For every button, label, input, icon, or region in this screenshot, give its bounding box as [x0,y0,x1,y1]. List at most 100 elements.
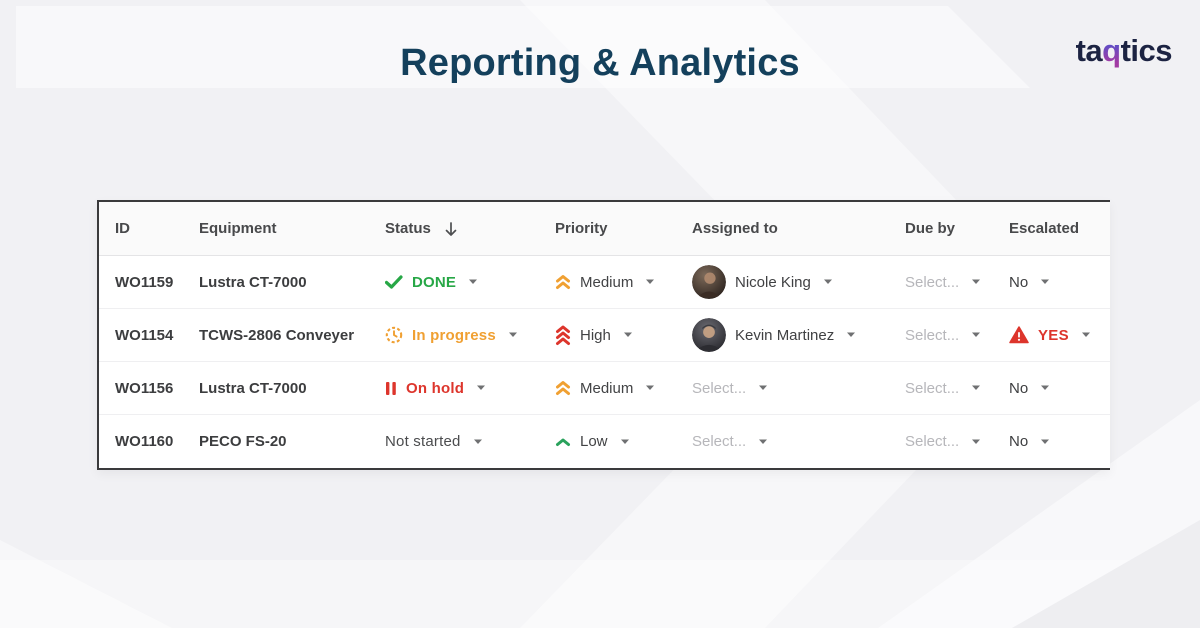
clock-icon [385,326,403,344]
assignee-dropdown[interactable]: Kevin Martinez [692,318,905,352]
table-row: WO1156 Lustra CT-7000 On hold Medium Sel… [99,362,1110,415]
page-title: Reporting & Analytics [400,42,800,84]
col-header-status[interactable]: Status [385,220,555,237]
table-header: ID Equipment Status Priority Assigned to… [99,202,1110,256]
col-header-label: Due by [905,220,956,237]
assignee-name: Nicole King [735,273,811,291]
cell-equipment: Lustra CT-7000 [199,379,307,397]
escalated-value: YES [1038,326,1069,344]
escalated-value: No [1009,273,1029,291]
col-header-priority[interactable]: Priority [555,220,692,237]
chevron-down-icon [620,439,629,444]
table-row: WO1160 PECO FS-20 Not started Low Select… [99,415,1110,468]
warning-icon [1009,326,1029,344]
chevron-down-icon [1041,279,1050,284]
logo-q-glyph: q [1102,33,1121,68]
col-header-id[interactable]: ID [115,220,199,237]
col-header-label: ID [115,220,130,237]
chevron-down-icon [847,332,856,337]
priority-dropdown[interactable]: High [555,325,692,346]
col-header-label: Status [385,220,431,237]
priority-dropdown[interactable]: Medium [555,380,692,397]
escalated-dropdown[interactable]: No [1009,433,1110,450]
table-row: WO1159 Lustra CT-7000 DONE Medium Nicole… [99,256,1110,309]
due-by-placeholder: Select... [905,433,960,450]
status-label: Not started [385,433,461,450]
escalated-dropdown[interactable]: No [1009,380,1110,397]
cell-id: WO1159 [115,273,174,291]
chevron-down-icon [759,439,768,444]
work-orders-table: ID Equipment Status Priority Assigned to… [97,200,1110,470]
priority-label: Medium [580,379,634,397]
col-header-label: Escalated [1009,220,1080,237]
cell-equipment: Lustra CT-7000 [199,273,307,291]
status-label: DONE [412,273,457,291]
due-by-dropdown[interactable]: Select... [905,433,1009,450]
escalated-dropdown[interactable]: YES [1009,326,1110,344]
chevron-down-icon [473,439,482,444]
pause-icon [386,381,396,395]
cell-id: WO1156 [115,379,174,397]
logo-text-post: tics [1120,33,1173,68]
due-by-dropdown[interactable]: Select... [905,274,1009,291]
priority-label: Medium [580,273,634,291]
cell-id: WO1160 [115,433,174,450]
assignee-placeholder: Select... [692,379,747,397]
assignee-dropdown[interactable]: Select... [692,433,905,450]
due-by-dropdown[interactable]: Select... [905,327,1009,344]
col-header-label: Priority [555,220,608,237]
priority-dropdown[interactable]: Low [555,433,692,450]
col-header-label: Equipment [199,220,277,237]
status-dropdown[interactable]: Not started [385,433,555,450]
priority-dropdown[interactable]: Medium [555,274,692,291]
taqtics-logo: taqtics [1075,33,1173,69]
priority-label: Low [580,433,608,450]
status-label: On hold [406,379,465,397]
chevron-down-icon [477,385,486,390]
due-by-dropdown[interactable]: Select... [905,380,1009,397]
priority-label: High [580,326,611,344]
cell-id: WO1154 [115,326,174,344]
priority-low-icon [556,438,570,446]
chevron-down-icon [972,439,981,444]
due-by-placeholder: Select... [905,326,960,344]
col-header-due-by[interactable]: Due by [905,220,1009,237]
priority-high-icon [556,325,570,345]
status-dropdown[interactable]: On hold [385,380,555,397]
check-icon [385,275,403,289]
col-header-escalated[interactable]: Escalated [1009,220,1110,237]
priority-medium-icon [556,381,570,395]
assignee-dropdown[interactable]: Nicole King [692,265,905,299]
chevron-down-icon [1081,332,1090,337]
sort-desc-icon[interactable] [444,221,458,237]
escalated-value: No [1009,433,1029,450]
status-dropdown[interactable]: DONE [385,274,555,291]
due-by-placeholder: Select... [905,379,960,397]
status-label: In progress [412,326,496,344]
status-dropdown[interactable]: In progress [385,326,555,344]
chevron-down-icon [646,279,655,284]
chevron-down-icon [646,385,655,390]
logo-text-pre: ta [1075,33,1103,68]
assignee-name: Kevin Martinez [735,326,835,344]
chevron-down-icon [759,385,768,390]
chevron-down-icon [469,279,478,284]
cell-equipment: PECO FS-20 [199,433,287,450]
col-header-label: Assigned to [692,220,778,237]
chevron-down-icon [508,332,517,337]
avatar [692,265,726,299]
chevron-down-icon [972,332,981,337]
due-by-placeholder: Select... [905,273,960,291]
chevron-down-icon [1041,439,1050,444]
col-header-assigned-to[interactable]: Assigned to [692,220,905,237]
avatar [692,318,726,352]
chevron-down-icon [972,385,981,390]
escalated-dropdown[interactable]: No [1009,274,1110,291]
escalated-value: No [1009,379,1029,397]
col-header-equipment[interactable]: Equipment [199,220,385,237]
cell-equipment: TCWS-2806 Conveyer [199,326,355,344]
table-row: WO1154 TCWS-2806 Conveyer In progress Hi… [99,309,1110,362]
chevron-down-icon [823,279,832,284]
assignee-dropdown[interactable]: Select... [692,380,905,397]
assignee-placeholder: Select... [692,433,747,450]
